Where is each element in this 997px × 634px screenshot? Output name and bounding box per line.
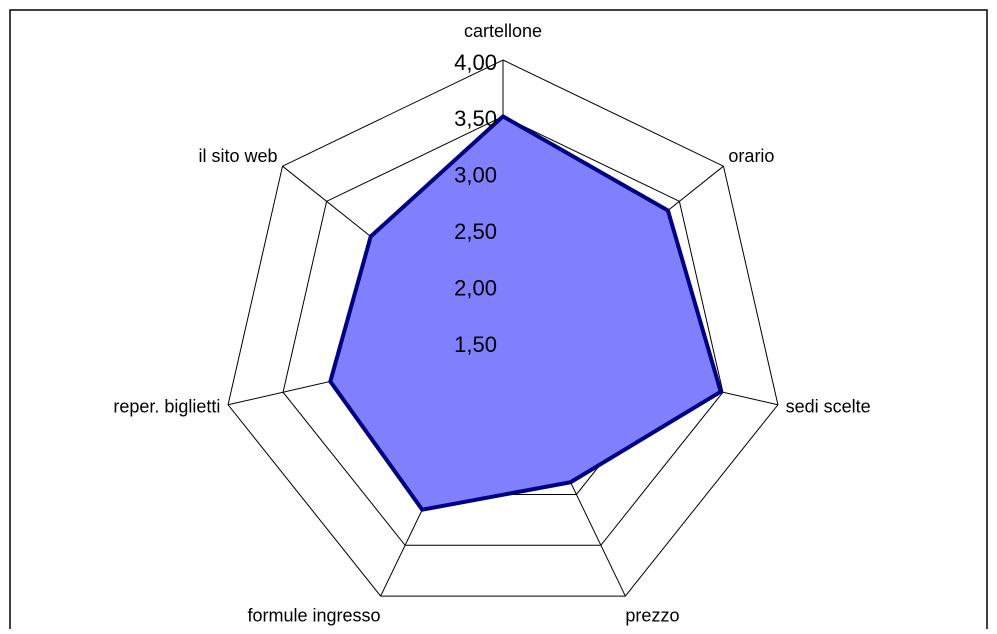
grid-ring [227,59,779,597]
category-label: formule ingresso [248,605,381,625]
series-area [328,114,723,512]
chart-frame [9,9,988,629]
category-label: reper. biglietti [113,397,220,417]
category-label: il sito web [199,146,278,166]
y-tick-label: 3,00 [454,163,497,188]
y-tick-label: 3,50 [454,106,497,131]
category-label: orario [728,146,774,166]
y-tick-label: 4,00 [454,50,497,75]
y-tick-label: 2,00 [454,275,497,300]
category-label: sedi scelte [786,397,871,417]
y-tick-label: 2,50 [454,219,497,244]
category-label: cartellone [464,21,542,41]
category-label: prezzo [625,605,679,625]
y-tick-label: 1,50 [454,332,497,357]
grid-ring [282,115,724,546]
